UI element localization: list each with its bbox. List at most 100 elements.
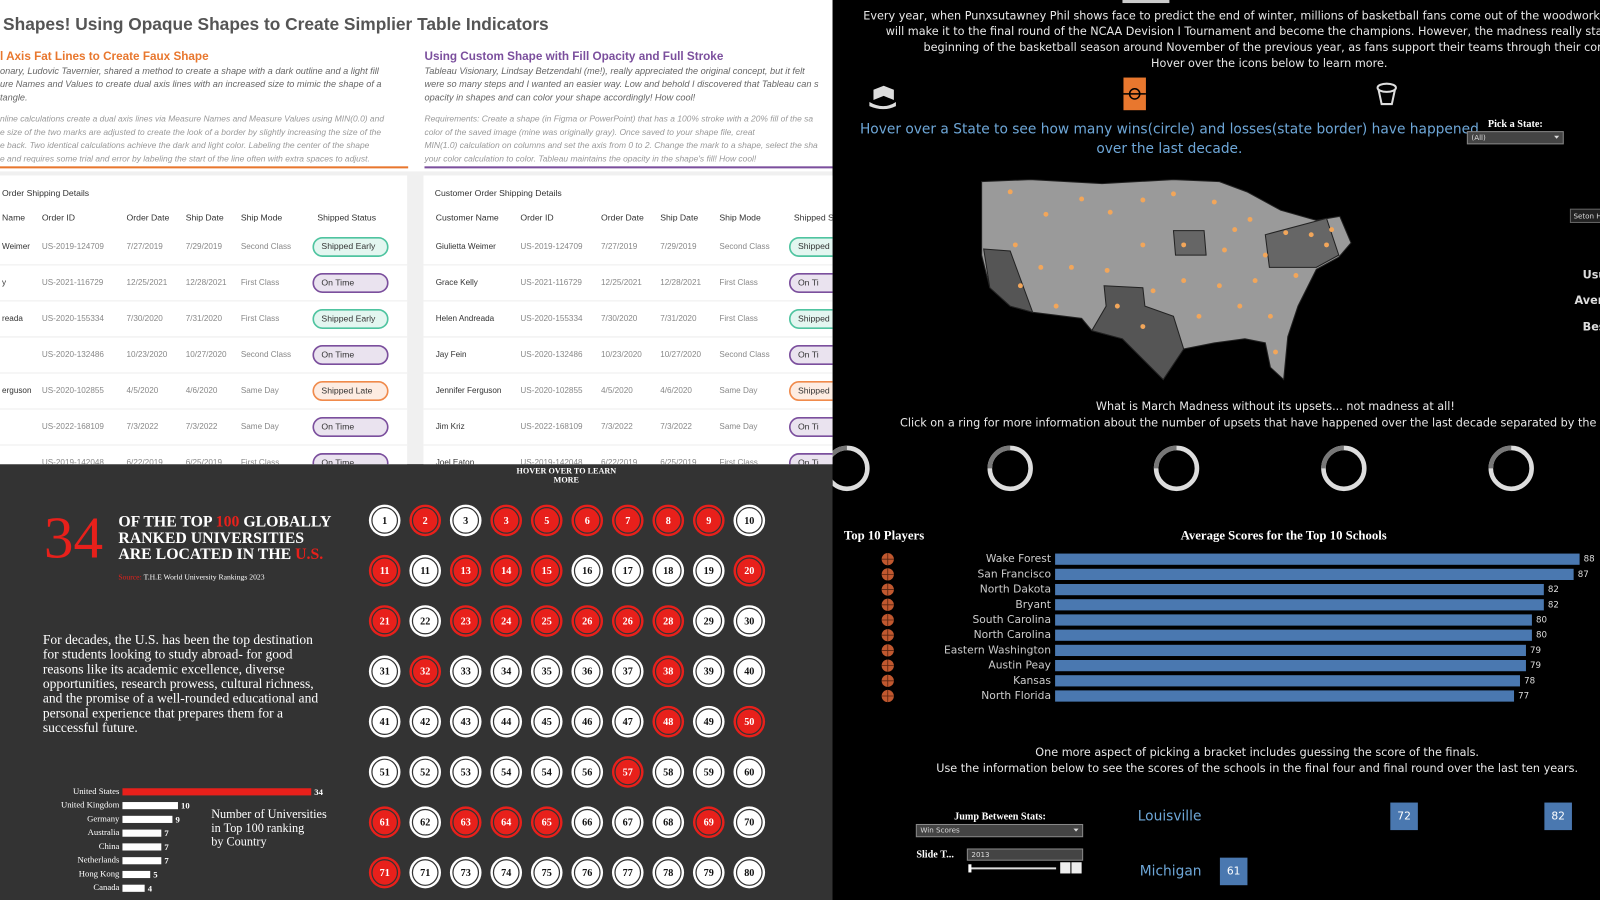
slider-step[interactable] — [1071, 862, 1082, 874]
icon-shape — [1376, 82, 1397, 93]
rank-inner — [492, 507, 520, 534]
status-pill — [312, 381, 389, 402]
status-pill — [788, 272, 833, 293]
rank-label: 41 — [380, 717, 390, 728]
rank-inner — [371, 507, 399, 534]
map-dot — [1252, 278, 1258, 284]
y-tick-label: Australia — [88, 827, 120, 837]
table-cell: Second Class — [241, 350, 291, 359]
status-pill — [312, 453, 389, 465]
rank-label: 26 — [623, 616, 633, 627]
section-note: Requirements: Create a shape (in Figma o… — [424, 114, 813, 124]
rank-label: 68 — [663, 818, 673, 829]
icon-book[interactable] — [869, 85, 896, 110]
rank-inner — [371, 708, 399, 736]
y-tick-label: United Kingdom — [61, 800, 120, 810]
rank-inner — [411, 859, 439, 886]
state-dropdown[interactable] — [1466, 131, 1564, 145]
table-cell: 12/25/2021 — [127, 278, 168, 287]
rank-ring — [611, 655, 644, 688]
player-ball-seam — [881, 553, 894, 566]
hover-note: HOVER OVER TO LEARN — [517, 466, 617, 475]
side-label: Usu — [1583, 269, 1600, 282]
map-dot — [1104, 267, 1110, 273]
table-title: Customer Order Shipping Details — [435, 188, 563, 198]
rank-label: 11 — [380, 566, 390, 577]
bar — [1055, 690, 1515, 702]
rank-inner — [452, 607, 480, 635]
table-cell: 10/23/2020 — [127, 350, 168, 359]
slider-box[interactable] — [966, 848, 1084, 861]
bar — [1055, 629, 1532, 641]
status-label: On Time — [321, 457, 354, 467]
map-dot — [1324, 242, 1329, 248]
headline-part: ARE LOCATED IN THE — [118, 546, 295, 563]
rank-ring — [611, 705, 644, 738]
rank-label: 76 — [582, 868, 592, 879]
big-number: 34 — [44, 504, 103, 570]
rank-inner — [654, 607, 682, 635]
rank-label: 62 — [420, 818, 430, 829]
map-dot — [1247, 216, 1253, 222]
top-tab — [1122, 0, 1170, 4]
rank-inner — [411, 708, 439, 736]
stats-dropdown[interactable] — [915, 823, 1084, 838]
rank-ring — [409, 605, 442, 637]
table-cell: 7/27/2019 — [127, 242, 164, 251]
rank-ring — [449, 756, 482, 788]
table-cell: 7/3/2022 — [186, 422, 218, 431]
section-note: e back. Two identical calculations achie… — [0, 140, 370, 150]
page-title: Shapes! Using Opaque Shapes to Create Si… — [3, 14, 549, 34]
rank-inner — [654, 758, 682, 786]
rank-ring — [692, 806, 725, 839]
column-header: Ship Mode — [719, 213, 761, 223]
rank-label: 77 — [623, 868, 633, 879]
paragraph: opportunities, research prowess, cultura… — [43, 676, 314, 691]
bar — [1055, 614, 1532, 626]
score-box — [1219, 857, 1248, 886]
value-label: 7 — [164, 856, 169, 866]
rank-ring — [733, 504, 766, 537]
rank-ring — [449, 554, 482, 587]
column-header: Shipped Status — [317, 213, 376, 223]
section-underline — [0, 166, 409, 169]
rank-inner — [492, 607, 520, 635]
map-dot — [1114, 303, 1120, 309]
column-header: Order Date — [127, 213, 170, 223]
map-dot — [1181, 278, 1187, 284]
icon-court[interactable] — [1123, 77, 1146, 111]
value-label: 9 — [175, 814, 180, 824]
table-cell: US-2020-155334 — [520, 314, 583, 323]
rank-inner — [533, 808, 561, 836]
rank-ring — [368, 605, 401, 637]
slider-step[interactable] — [1060, 862, 1071, 874]
table-cell: 4/6/2020 — [186, 386, 218, 395]
rank-ring — [692, 605, 725, 637]
slider-thumb[interactable] — [968, 864, 972, 873]
rank-label: 75 — [542, 868, 552, 879]
rank-inner — [695, 657, 723, 685]
table-cell: 7/29/2019 — [660, 242, 697, 251]
icon-hoop[interactable] — [1376, 82, 1397, 106]
paragraph: successful future. — [43, 720, 138, 735]
rank-label: 54 — [501, 767, 511, 778]
rank-ring — [409, 756, 442, 788]
map-dot — [1140, 324, 1146, 329]
status-label: On Ti — [798, 277, 819, 287]
table-cell: US-2021-116729 — [520, 278, 582, 287]
rank-label: 57 — [623, 767, 633, 778]
headline: RANKED UNIVERSITIES — [118, 529, 304, 546]
rank-ring — [611, 605, 644, 637]
rank-inner — [654, 859, 682, 886]
section-note: e size of the two marks are adjusted to … — [0, 127, 381, 137]
rank-ring — [368, 504, 401, 537]
rank-label: 22 — [420, 616, 430, 627]
rank-label: 15 — [542, 566, 552, 577]
y-tick-label: South Carolina — [972, 613, 1051, 626]
table-cell: 7/3/2022 — [601, 422, 633, 431]
rank-label: 16 — [582, 566, 592, 577]
upset-ring-arc — [1488, 445, 1512, 469]
rank-inner — [695, 708, 723, 736]
rank-inner — [573, 607, 601, 635]
